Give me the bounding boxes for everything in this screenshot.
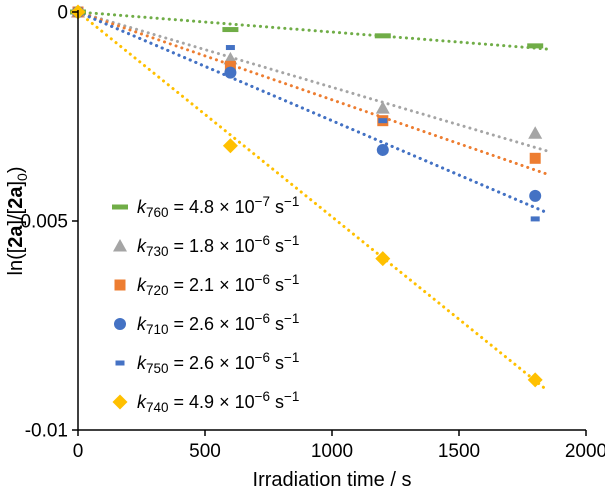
x-tick-label: 1000	[311, 441, 353, 462]
data-point-k760	[222, 27, 239, 33]
legend-label-k730: k730 = 1.8 × 10−6 s−1	[137, 233, 299, 259]
data-point-k760	[374, 33, 391, 39]
data-point-k750	[225, 45, 235, 51]
legend-label-k720: k720 = 2.1 × 10−6 s−1	[137, 272, 299, 298]
legend-label-k740: k740 = 4.9 × 10−6 s−1	[137, 389, 299, 415]
data-point-k710	[529, 189, 542, 202]
data-point-k710	[224, 66, 237, 79]
data-point-k730	[375, 101, 390, 114]
x-tick-label: 1500	[438, 441, 480, 462]
x-tick-label: 2000	[565, 441, 605, 462]
data-point-k760	[527, 43, 544, 49]
y-tick-label: -0.01	[25, 421, 68, 442]
legend-marker-k740	[112, 394, 128, 410]
legend-label-k760: k760 = 4.8 × 10−7 s−1	[137, 194, 299, 220]
data-point-k740	[375, 251, 391, 267]
y-tick-label: 0	[57, 3, 68, 24]
data-point-k720	[224, 60, 236, 72]
x-tick-label: 0	[73, 441, 84, 462]
trend-line-k750	[76, 10, 550, 215]
legend-label-k750: k750 = 2.6 × 10−6 s−1	[137, 350, 299, 376]
data-point-k750	[378, 118, 388, 124]
legend-marker-k730	[113, 239, 127, 252]
legend-label-k710: k710 = 2.6 × 10−6 s−1	[137, 311, 299, 337]
legend-marker-k760	[112, 204, 128, 210]
x-axis-title: Irradiation time / s	[253, 469, 412, 491]
y-tick-label: -0.005	[14, 212, 68, 233]
trend-line-k760	[76, 10, 550, 51]
legend-marker-k710	[114, 318, 126, 330]
trend-line-k730	[76, 10, 550, 153]
data-point-k720	[529, 152, 541, 164]
data-point-k750	[530, 216, 540, 222]
legend-marker-k720	[114, 279, 126, 291]
data-point-k740	[222, 138, 238, 154]
data-point-k730	[528, 126, 543, 139]
data-point-k710	[376, 143, 389, 156]
trend-line-k720	[76, 10, 550, 176]
y-axis-title: ln([2a]/[2a]0)	[5, 167, 30, 276]
legend-marker-k750	[115, 360, 125, 366]
data-point-k740	[527, 372, 543, 388]
x-tick-label: 500	[189, 441, 221, 462]
